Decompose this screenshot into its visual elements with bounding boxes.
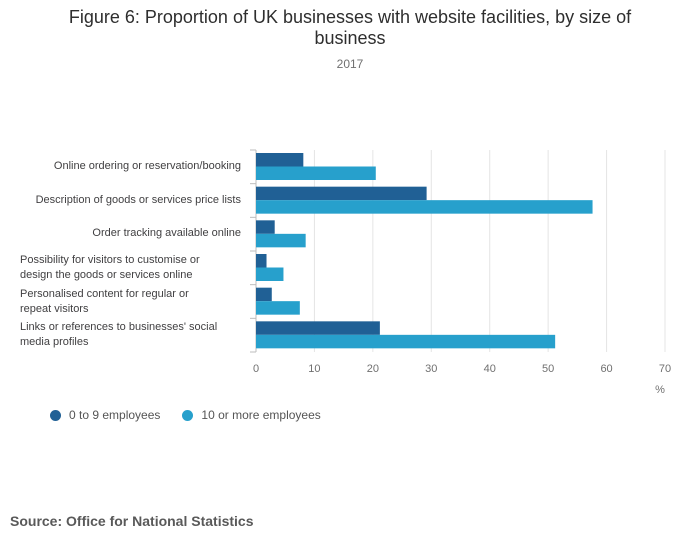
bar-0-to-9-employees[interactable]	[256, 186, 427, 201]
category-label: Description of goods or services price l…	[35, 193, 241, 206]
bar-10-or-more-employees[interactable]	[256, 200, 593, 214]
source-note: Source: Office for National Statistics	[10, 513, 254, 529]
chart-legend: 0 to 9 employees 10 or more employees	[50, 408, 343, 422]
x-tick-label: 60	[600, 363, 612, 375]
x-tick-label: 40	[484, 363, 496, 375]
bar-10-or-more-employees[interactable]	[256, 166, 376, 181]
category-label: Possibility for visitors to customise or…	[20, 253, 200, 281]
x-tick-label: 0	[253, 363, 259, 375]
chart-subtitle: 2017	[336, 57, 364, 71]
x-tick-label: 30	[425, 363, 437, 375]
x-tick-label: 70	[659, 363, 671, 375]
legend-marker-large	[182, 409, 194, 421]
bar-0-to-9-employees[interactable]	[256, 321, 380, 335]
x-tick-label: 20	[367, 363, 379, 375]
bar-10-or-more-employees[interactable]	[256, 233, 306, 248]
legend-item-large: 10 or more employees	[182, 408, 321, 422]
legend-item-small: 0 to 9 employees	[50, 408, 160, 422]
bar-0-to-9-employees[interactable]	[256, 220, 275, 234]
legend-label-large: 10 or more employees	[201, 408, 321, 422]
x-axis-label: %	[655, 384, 665, 396]
bar-10-or-more-employees[interactable]	[256, 267, 284, 282]
bar-0-to-9-employees[interactable]	[256, 153, 304, 167]
category-label: Links or references to businesses' socia…	[20, 321, 218, 349]
category-label: Personalised content for regular or repe…	[20, 287, 189, 315]
category-label: Online ordering or reservation/booking	[53, 159, 241, 172]
category-label: Order tracking available online	[92, 227, 241, 240]
legend-label-small: 0 to 9 employees	[69, 408, 161, 422]
bar-0-to-9-employees[interactable]	[256, 254, 267, 268]
legend-marker-small	[50, 409, 61, 421]
bar-10-or-more-employees[interactable]	[256, 301, 300, 315]
x-tick-label: 10	[308, 363, 320, 375]
chart-title: Figure 6: Proportion of UK businesses wi…	[68, 7, 632, 48]
bar-10-or-more-employees[interactable]	[256, 334, 556, 349]
x-tick-label: 50	[542, 363, 554, 375]
bar-0-to-9-employees[interactable]	[256, 287, 272, 302]
